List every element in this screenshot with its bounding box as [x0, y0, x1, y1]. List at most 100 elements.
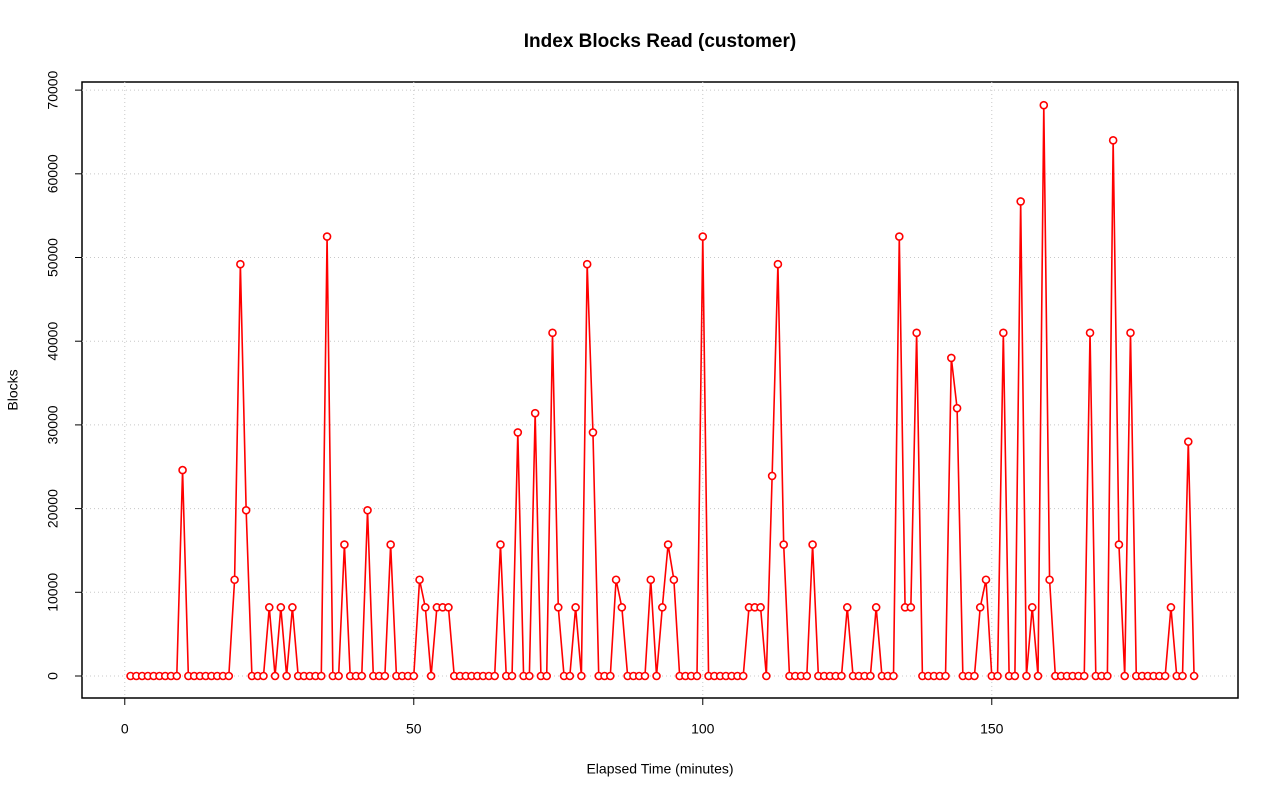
data-point	[386, 540, 395, 549]
data-point	[1085, 328, 1095, 338]
data-point	[542, 671, 552, 681]
data-point	[363, 505, 372, 515]
data-point	[663, 540, 673, 549]
data-point	[236, 259, 245, 269]
y-tick-label: 10000	[45, 573, 61, 612]
x-tick-label: 50	[406, 721, 422, 737]
data-point	[779, 540, 788, 549]
data-point	[588, 428, 598, 437]
data-point	[1022, 671, 1031, 681]
data-point	[767, 471, 777, 481]
data-point	[530, 408, 540, 418]
chart-title: Index Blocks Read (customer)	[524, 31, 796, 52]
data-point	[421, 603, 430, 612]
data-point	[577, 671, 586, 681]
data-point	[993, 671, 1002, 681]
y-tick-label: 40000	[45, 322, 61, 361]
x-tick-label: 100	[691, 721, 715, 737]
data-point	[906, 603, 916, 612]
data-point	[230, 575, 239, 585]
y-tick-label: 30000	[45, 405, 61, 444]
y-tick-label: 50000	[45, 238, 61, 277]
data-point	[802, 671, 812, 681]
data-point	[808, 540, 817, 549]
data-point	[571, 603, 580, 612]
data-point	[1039, 100, 1049, 110]
data-point	[259, 671, 268, 681]
data-point	[698, 232, 708, 241]
y-axis-title: Blocks	[5, 369, 21, 410]
data-point	[172, 671, 182, 681]
data-point	[1108, 136, 1118, 145]
plot-frame	[81, 81, 1239, 699]
data-point	[981, 575, 991, 585]
data-point	[1178, 671, 1187, 681]
data-point	[871, 603, 881, 612]
data-point	[548, 328, 557, 338]
x-tick-label: 0	[121, 721, 129, 737]
data-point	[756, 603, 765, 612]
x-tick-label: 150	[980, 721, 1004, 737]
data-point	[444, 603, 453, 612]
data-point	[952, 403, 962, 413]
data-point	[565, 671, 575, 681]
data-point	[1010, 671, 1020, 681]
data-point	[837, 671, 846, 681]
data-point	[605, 671, 615, 681]
data-point	[490, 671, 499, 681]
data-point	[658, 603, 667, 612]
data-point	[582, 259, 592, 269]
data-point	[692, 671, 702, 681]
data-point	[970, 671, 979, 681]
data-point	[282, 671, 291, 681]
data-point	[1120, 671, 1130, 681]
data-point	[1189, 671, 1199, 681]
y-tick-label: 60000	[45, 154, 61, 193]
data-point	[1183, 437, 1193, 446]
data-point	[975, 603, 985, 612]
data-point	[334, 671, 343, 681]
data-point	[912, 328, 921, 338]
y-tick-label: 70000	[45, 70, 61, 109]
data-point	[1016, 197, 1025, 206]
data-point	[507, 671, 517, 681]
data-point	[409, 671, 419, 681]
data-point	[357, 671, 367, 681]
data-point	[496, 540, 505, 549]
data-point	[426, 671, 436, 681]
data-point	[178, 465, 187, 475]
data-point	[553, 603, 563, 612]
x-axis-title: Elapsed Time (minutes)	[586, 761, 733, 777]
data-point	[415, 575, 424, 585]
data-point	[941, 671, 950, 681]
data-point	[611, 575, 621, 585]
data-point	[1166, 603, 1176, 612]
data-point	[738, 671, 748, 681]
data-point	[1126, 328, 1135, 338]
data-point	[842, 603, 852, 612]
data-point	[241, 505, 251, 515]
data-point	[866, 671, 875, 681]
data-point	[999, 328, 1008, 338]
y-tick-label: 0	[45, 672, 61, 680]
data-point	[1027, 603, 1037, 612]
data-point	[894, 232, 904, 241]
data-point	[525, 671, 534, 681]
data-point	[1114, 540, 1124, 549]
data-point	[773, 259, 783, 269]
data-point	[513, 428, 523, 437]
data-point	[316, 671, 326, 681]
data-point	[1079, 671, 1089, 681]
data-point	[762, 671, 771, 681]
data-point	[322, 232, 332, 241]
data-point	[1160, 671, 1170, 681]
data-point	[340, 540, 349, 549]
series-line	[130, 105, 1195, 677]
data-point	[276, 603, 286, 612]
data-point	[640, 671, 650, 681]
data-point	[1033, 671, 1043, 681]
data-point	[646, 575, 656, 585]
data-point	[889, 671, 898, 681]
